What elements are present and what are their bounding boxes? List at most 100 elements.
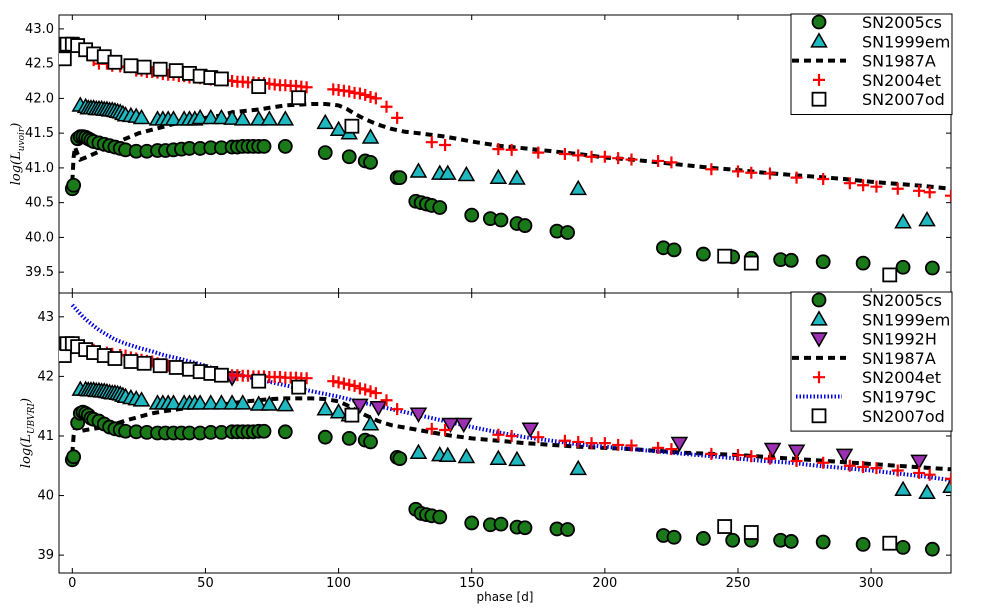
bottom-xtick-label-4: 200 bbox=[592, 576, 617, 591]
top-ytick-label-3: 41.0 bbox=[25, 161, 54, 176]
x-axis-label: phase [d] bbox=[476, 590, 533, 604]
bottom-legend-swatch-6 bbox=[811, 408, 827, 424]
top-SN2004et-point-48 bbox=[369, 92, 382, 105]
bottom-SN2004et-point-56 bbox=[558, 434, 571, 447]
top-plot-area bbox=[59, 36, 951, 283]
top-SN2004et-point-50 bbox=[391, 111, 404, 124]
top-SN2007od-point-15 bbox=[214, 71, 229, 87]
top-SN1999em-point-32 bbox=[249, 110, 268, 126]
bottom-SN2004et-point-63 bbox=[665, 443, 678, 456]
top-ytick-label-2: 40.5 bbox=[25, 196, 54, 211]
top-SN2005cs-point-1 bbox=[66, 177, 82, 193]
top-SN1999em-point-45 bbox=[569, 179, 588, 196]
bottom-SN2005cs-point-44 bbox=[464, 515, 480, 531]
bottom-SN1999em-point-33 bbox=[260, 395, 279, 411]
top-SN2005cs-point-58 bbox=[815, 254, 831, 270]
bottom-SN2004et-point-47 bbox=[364, 385, 377, 398]
bottom-SN2007od-point-20 bbox=[743, 525, 759, 540]
top-SN1999em-point-34 bbox=[276, 110, 295, 126]
top-SN1999em-point-38 bbox=[361, 128, 380, 144]
top-SN2005cs-point-59 bbox=[855, 255, 871, 271]
top-SN2005cs-point-32 bbox=[277, 138, 293, 154]
bottom-SN2007od-point-11 bbox=[168, 360, 184, 375]
bottom-SN1999em-point-27 bbox=[191, 394, 209, 410]
bottom-SN2004et-point-58 bbox=[585, 437, 598, 450]
top-SN2004et-point-67 bbox=[763, 167, 776, 180]
top-SN2007od-point-8 bbox=[123, 58, 139, 74]
bottom-SN1992H-point-5 bbox=[454, 417, 473, 434]
bottom-SN1999em-point-30 bbox=[223, 394, 241, 410]
bottom-y-axis-label: log(LUBVRI) bbox=[19, 398, 37, 468]
bottom-SN2004et-point-40 bbox=[327, 375, 340, 388]
top-SN2005cs-point-31 bbox=[256, 138, 272, 154]
top-panel: 39.5 40.0 40.5 41.0 41.5 42.0 42.5 43.0 log(Luv… bbox=[9, 13, 953, 294]
top-y-axis-label: log(Luvoir) bbox=[9, 123, 27, 186]
bottom-SN1992H-point-11 bbox=[910, 454, 928, 471]
top-SN2007od-point-11 bbox=[168, 63, 184, 78]
bottom-SN2005cs-point-61 bbox=[924, 541, 940, 557]
bottom-legend-swatch-4 bbox=[813, 371, 825, 384]
top-SN1999em-point-19 bbox=[132, 108, 151, 125]
bottom-legend-swatch-2 bbox=[810, 332, 828, 348]
top-SN2004et-point-61 bbox=[625, 153, 638, 166]
top-SN2005cs-point-44 bbox=[464, 207, 480, 223]
bottom-SN2004et-point-39 bbox=[300, 372, 313, 385]
top-SN2005cs-point-33 bbox=[317, 145, 333, 161]
bottom-SN2004et-point-67 bbox=[763, 452, 776, 465]
top-SN2004et-point-53 bbox=[492, 143, 505, 156]
bottom-SN2004et-point-73 bbox=[891, 464, 904, 477]
bottom-SN2005cs-point-36 bbox=[363, 434, 378, 450]
top-SN2005cs-point-46 bbox=[493, 212, 509, 228]
bottom-SN1992H-point-6 bbox=[521, 422, 540, 438]
top-SN2007od-point-0 bbox=[59, 51, 72, 67]
bottom-SN2004et-point-55 bbox=[532, 431, 545, 444]
bottom-SN2004et-point-44 bbox=[348, 379, 361, 392]
bottom-SN1992H-point-3 bbox=[409, 407, 428, 423]
top-legend-swatch-4 bbox=[811, 91, 827, 107]
bottom-legend-label-4: SN2004et bbox=[862, 368, 941, 387]
top-SN2005cs-point-57 bbox=[783, 252, 799, 268]
top-SN2005cs-point-50 bbox=[560, 225, 575, 240]
bottom-legend-label-2: SN1992H bbox=[862, 330, 937, 349]
top-series-SN2007od bbox=[59, 36, 898, 283]
top-SN1999em-point-27 bbox=[191, 108, 209, 125]
top-ytick-label-7: 43.0 bbox=[25, 22, 54, 37]
bottom-series-SN2007od bbox=[59, 336, 898, 551]
top-SN2004et-point-65 bbox=[731, 165, 744, 178]
top-SN2004et-point-73 bbox=[891, 182, 904, 195]
bottom-SN2004et-point-53 bbox=[492, 428, 505, 441]
bottom-SN1999em-point-34 bbox=[276, 395, 295, 412]
top-SN1999em-point-33 bbox=[260, 110, 279, 126]
bottom-xtick-label-3: 150 bbox=[459, 576, 484, 591]
bottom-SN2004et-point-62 bbox=[652, 441, 665, 454]
top-SN1999em-point-39 bbox=[409, 162, 428, 178]
top-ytick-label-1: 40.0 bbox=[25, 230, 54, 245]
bottom-xtick-label-6: 300 bbox=[859, 576, 884, 591]
bottom-SN2004et-point-61 bbox=[625, 439, 638, 452]
bottom-series-SN1992H bbox=[223, 371, 928, 471]
bottom-SN1999em-point-39 bbox=[409, 443, 428, 460]
bottom-ytick-label-4: 43 bbox=[37, 310, 54, 325]
bottom-SN2004et-point-48 bbox=[369, 387, 382, 400]
top-SN2004et-point-63 bbox=[665, 156, 678, 169]
top-axis-ticks: 39.5 40.0 40.5 41.0 41.5 42.0 42.5 43.0 bbox=[25, 15, 951, 293]
bottom-xtick-label-0: 0 bbox=[68, 576, 76, 591]
top-legend-swatch-0 bbox=[811, 14, 827, 30]
bottom-legend-swatch-1 bbox=[810, 310, 828, 326]
bottom-SN2005cs-point-32 bbox=[277, 424, 293, 440]
bottom-SN1992H-point-7 bbox=[670, 436, 689, 453]
top-legend-label-4: SN2007od bbox=[862, 90, 945, 109]
bottom-SN1999em-point-32 bbox=[249, 395, 268, 411]
top-ytick-label-0: 39.5 bbox=[25, 265, 54, 280]
bottom-xtick-label-1: 50 bbox=[197, 576, 214, 591]
top-SN2004et-point-52 bbox=[439, 138, 452, 151]
bottom-SN1999em-point-38 bbox=[361, 415, 380, 431]
bottom-legend-label-5: SN1979C bbox=[862, 388, 936, 407]
bottom-SN2004et-point-45 bbox=[353, 382, 366, 395]
bottom-panel: 39 40 41 42 43 0 50 100 150 200 250 300 log(LUBVRI)… bbox=[19, 291, 953, 604]
top-SN1999em-point-23 bbox=[164, 110, 183, 126]
top-SN2007od-point-18 bbox=[344, 118, 360, 134]
bottom-SN2007od-point-8 bbox=[123, 354, 139, 369]
bottom-SN2005cs-point-59 bbox=[855, 537, 871, 552]
top-SN2005cs-point-60 bbox=[895, 259, 911, 275]
